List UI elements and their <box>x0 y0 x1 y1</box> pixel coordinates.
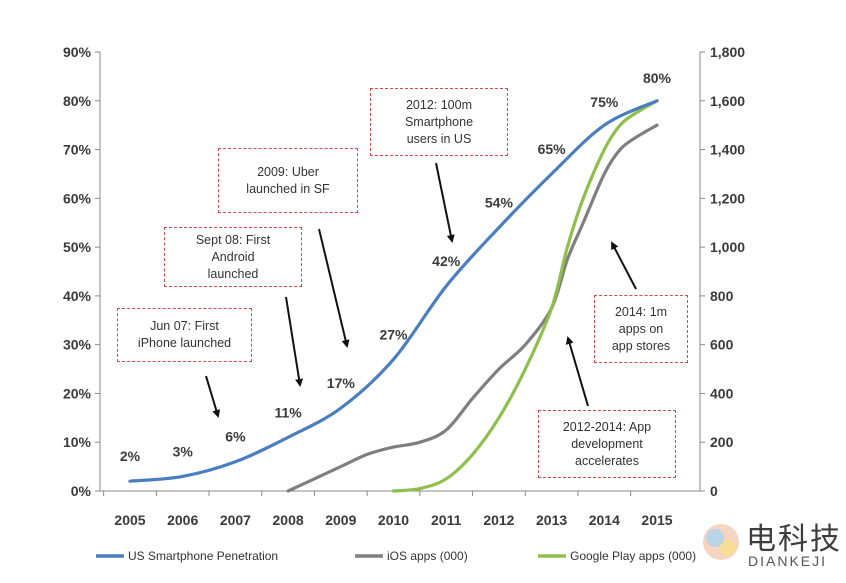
annotation-arrow <box>318 228 350 348</box>
watermark: 电科技 DIANKEJI <box>700 510 846 574</box>
annotation-arrow <box>611 241 637 290</box>
right-y-axis: 0 200 400 600 800 1,000 1,200 1,400 1,600 1,800 <box>699 44 745 499</box>
x-tick-label: 2006 <box>167 512 198 528</box>
x-axis: 2005 2006 2007 2008 2009 2010 2011 2012 2013 2014… <box>100 490 700 528</box>
data-label: 27% <box>379 326 408 342</box>
x-tick-label: 2005 <box>114 512 145 528</box>
watermark-logo-icon <box>703 524 739 560</box>
annotation-smartphone-users: 2012: 100m Smartphone users in US <box>370 88 508 156</box>
annotation-arrow <box>435 162 455 243</box>
x-tick-label: 2012 <box>483 512 514 528</box>
series-group <box>128 99 659 493</box>
legend-label: US Smartphone Penetration <box>128 549 278 563</box>
data-label: 3% <box>173 443 194 459</box>
annotation-uber-launch: 2009: Uber launched in SF <box>218 148 358 213</box>
left-tick-label: 40% <box>63 288 92 304</box>
legend-label: Google Play apps (000) <box>570 549 696 563</box>
data-label: 17% <box>327 375 356 391</box>
x-tick-label: 2007 <box>220 512 251 528</box>
right-tick-label: 400 <box>710 385 734 401</box>
right-tick-label: 800 <box>710 288 734 304</box>
annotation-arrows <box>205 162 637 418</box>
left-tick-label: 90% <box>63 44 92 60</box>
annotation-arrow <box>565 336 589 407</box>
annotation-arrow <box>205 375 221 418</box>
right-tick-label: 600 <box>710 337 734 353</box>
legend: US Smartphone Penetration iOS apps (000) G… <box>96 549 696 563</box>
left-tick-label: 60% <box>63 190 92 206</box>
data-label: 65% <box>538 141 567 157</box>
right-tick-label: 1,000 <box>710 239 745 255</box>
x-tick-label: 2011 <box>431 512 462 528</box>
x-tick-label: 2008 <box>273 512 304 528</box>
x-tick-label: 2009 <box>325 512 356 528</box>
x-tick-label: 2015 <box>641 512 672 528</box>
series-line-google-play-apps-000- <box>391 99 659 493</box>
annotation-app-development: 2012-2014: App development accelerates <box>538 410 676 478</box>
left-tick-label: 20% <box>63 385 92 401</box>
data-label: 54% <box>485 195 514 211</box>
right-tick-label: 1,800 <box>710 44 745 60</box>
data-label: 42% <box>432 253 461 269</box>
right-tick-label: 1,600 <box>710 93 745 109</box>
data-label: 80% <box>643 70 672 86</box>
left-y-axis: 0% 10% 20% 30% 40% 50% 60% 70% 80% 90% <box>63 44 101 499</box>
data-label: 6% <box>225 429 246 445</box>
data-label: 75% <box>590 94 619 110</box>
left-tick-label: 30% <box>63 337 92 353</box>
watermark-cn: 电科技 <box>746 523 842 556</box>
series-line-us-smartphone-penetration <box>128 99 659 483</box>
legend-label: iOS apps (000) <box>387 549 468 563</box>
data-labels: 2% 3% 6% 11% 17% 27% 42% 54% 65% 75% 80% <box>120 70 672 464</box>
watermark-en: DIANKEJI <box>748 553 828 569</box>
right-tick-label: 1,400 <box>710 142 745 158</box>
x-tick-label: 2014 <box>589 512 620 528</box>
x-tick-label: 2010 <box>378 512 409 528</box>
annotation-android-launch: Sept 08: First Android launched <box>164 227 302 287</box>
left-tick-label: 70% <box>63 142 92 158</box>
right-tick-label: 1,200 <box>710 190 745 206</box>
left-tick-label: 50% <box>63 239 92 255</box>
right-tick-label: 0 <box>710 483 718 499</box>
right-tick-label: 200 <box>710 434 734 450</box>
data-label: 11% <box>274 404 302 420</box>
left-tick-label: 80% <box>63 93 92 109</box>
annotation-app-stores: 2014: 1m apps on app stores <box>594 295 688 363</box>
x-tick-label: 2013 <box>536 512 567 528</box>
data-label: 2% <box>120 448 141 464</box>
left-tick-label: 10% <box>63 434 92 450</box>
annotation-arrow <box>285 296 304 387</box>
series-line-ios-apps-000- <box>286 123 659 493</box>
annotation-iphone-launch: Jun 07: First iPhone launched <box>117 308 252 362</box>
left-tick-label: 0% <box>71 483 92 499</box>
